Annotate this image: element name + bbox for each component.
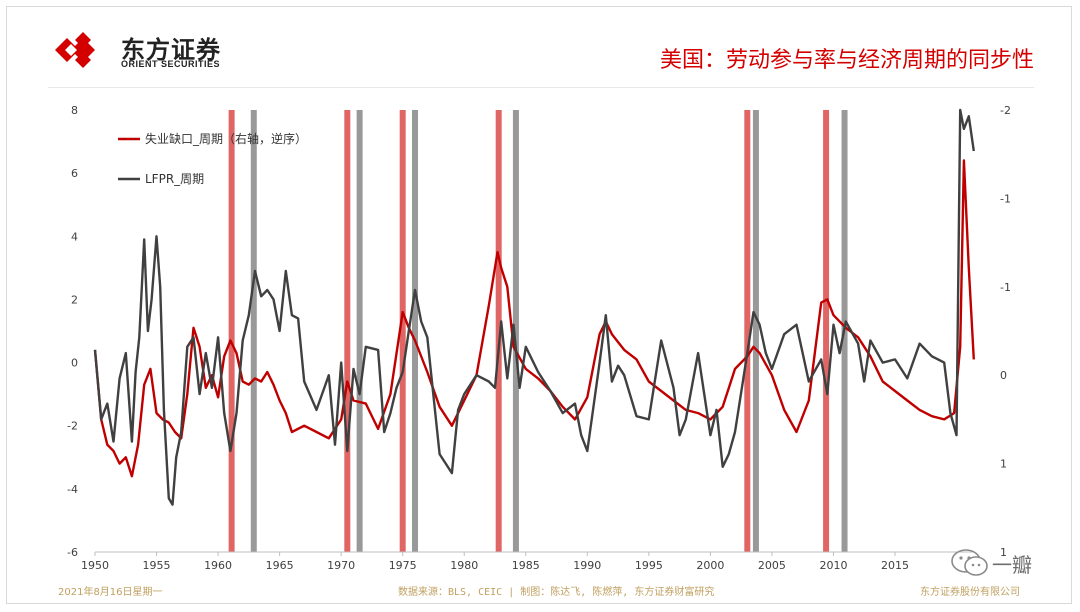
y-right-tick-label: 0 [1000, 369, 1007, 382]
recession-bar-gray [512, 110, 519, 552]
page-title: 美国：劳动参与率与经济周期的同步性 [659, 48, 1034, 73]
y-right-tick-label: 1 [1000, 458, 1007, 471]
y-right-tick-label: 1 [1000, 546, 1007, 559]
watermark-text: 一瓣 [992, 553, 1032, 577]
x-tick-label: 1985 [512, 559, 540, 572]
y-left-tick-label: 0 [71, 357, 78, 370]
x-tick-label: 2010 [819, 559, 847, 572]
x-tick-label: 2005 [758, 559, 786, 572]
y-left-tick-label: -6 [67, 546, 78, 559]
logo-name-cn: 东方证券 [121, 36, 221, 64]
series-line-lfpr [93, 108, 975, 506]
title-divider [48, 87, 1034, 88]
x-tick-label: 2015 [881, 559, 909, 572]
logo-name-en: ORIENT SECURITIES [121, 59, 221, 69]
x-tick-label: 1995 [635, 559, 663, 572]
y-left-tick-label: -4 [67, 483, 78, 496]
recession-bar-gray [250, 110, 257, 552]
recession-bar-red [823, 110, 830, 552]
x-tick-label: 2000 [696, 559, 724, 572]
x-tick-label: 1955 [143, 559, 171, 572]
x-tick-label: 1960 [204, 559, 232, 572]
legend-label: 失业缺口_周期（右轴，逆序） [145, 131, 307, 146]
recession-bar-red [495, 110, 502, 552]
recession-bar-red [344, 110, 351, 552]
recession-bar-red [399, 110, 406, 552]
footer-date: 2021年8月16日星期一 [58, 587, 163, 598]
legend-label: LFPR_周期 [145, 172, 204, 186]
x-tick-label: 1980 [450, 559, 478, 572]
recession-bar-red [744, 110, 751, 552]
recession-bar-gray [412, 110, 418, 552]
x-tick-label: 1950 [81, 559, 109, 572]
y-right-tick-label: -1 [1000, 281, 1011, 294]
y-right-tick-label: -1 [1000, 192, 1011, 205]
x-tick-label: 1970 [327, 559, 355, 572]
y-left-tick-label: 6 [71, 167, 78, 180]
logo-mark-icon [55, 32, 95, 68]
recession-bar-gray [356, 110, 363, 552]
y-left-tick-label: 2 [71, 293, 78, 306]
y-left-tick-label: 4 [71, 230, 78, 243]
x-tick-label: 1975 [389, 559, 417, 572]
company-logo: 东方证券 ORIENT SECURITIES [55, 30, 295, 70]
y-left-tick-label: 8 [71, 104, 78, 117]
x-tick-label: 1965 [266, 559, 294, 572]
y-left-tick-label: -2 [67, 420, 78, 433]
recession-bar-red [228, 110, 235, 552]
slide-frame [6, 6, 1072, 604]
y-right-tick-label: -2 [1000, 104, 1011, 117]
watermark: 一瓣 [950, 545, 1050, 579]
recession-bar-gray [752, 110, 759, 552]
footer-company: 东方证券股份有限公司 [920, 587, 1020, 598]
footer-source: 数据来源：BLS, CEIC | 制图：陈达飞, 陈燃萍, 东方证券财富研究 [398, 587, 715, 598]
x-tick-label: 1990 [573, 559, 601, 572]
series-line-unemployment-gap [93, 159, 975, 478]
wechat-icon [951, 549, 988, 576]
